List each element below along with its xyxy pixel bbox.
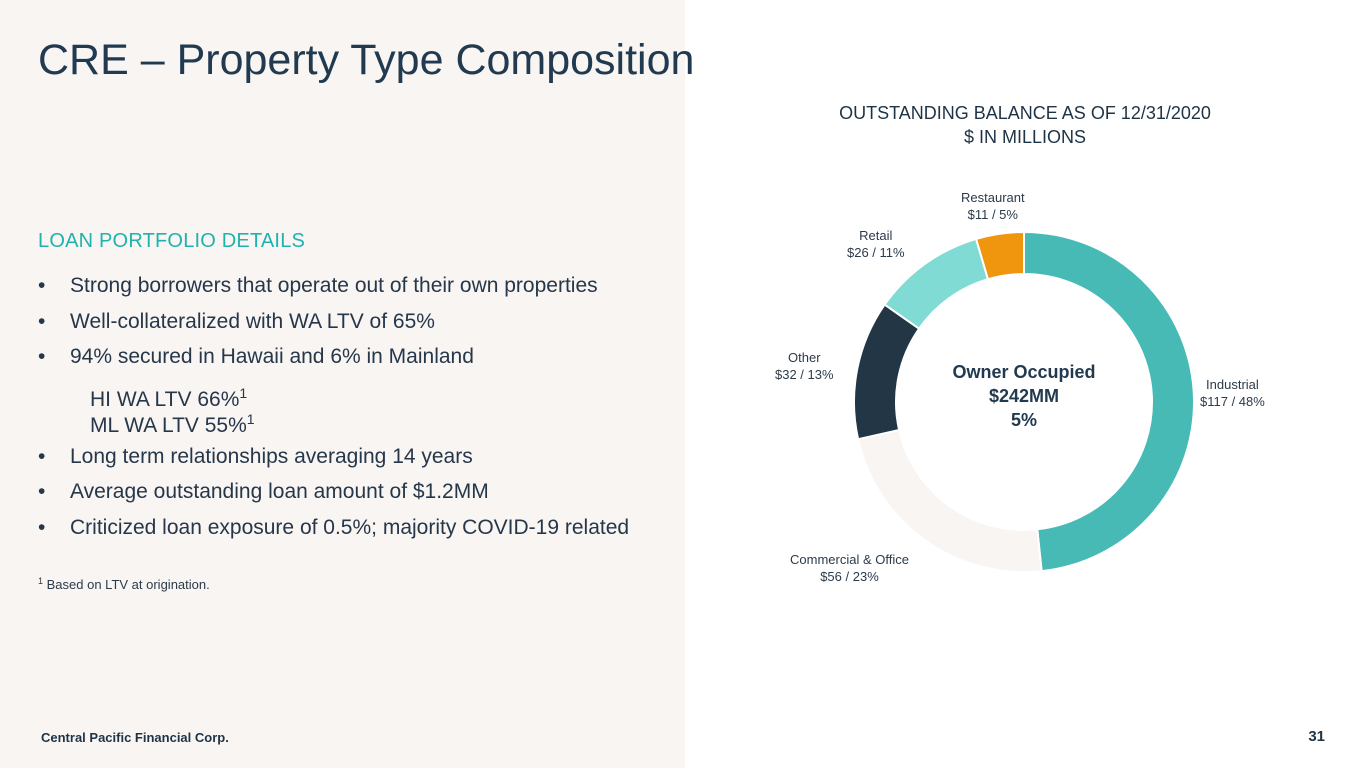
- slice-name: Commercial & Office: [790, 552, 909, 567]
- left-panel: [0, 0, 685, 768]
- company-name: Central Pacific Financial Corp.: [41, 730, 229, 745]
- list-item: • Strong borrowers that operate out of th…: [38, 272, 629, 308]
- slice-value: $117 / 48%: [1200, 394, 1265, 409]
- donut-slice-other: [853, 303, 921, 441]
- sub-item-ml: ML WA LTV 55%1: [90, 410, 255, 437]
- slice-label-other: Other $32 / 13%: [775, 349, 834, 383]
- slice-value: $56 / 23%: [820, 569, 879, 584]
- page-number: 31: [1308, 728, 1325, 745]
- chart-title: OUTSTANDING BALANCE AS OF 12/31/2020 $ I…: [780, 101, 1270, 149]
- donut-center-label: Owner Occupied $242MM 5%: [934, 360, 1114, 432]
- slice-value: $26 / 11%: [847, 245, 905, 260]
- center-label-line-1: Owner Occupied: [952, 362, 1096, 382]
- sub-item-hi: HI WA LTV 66%1: [90, 384, 248, 411]
- slice-label-retail: Retail $26 / 11%: [847, 227, 905, 261]
- slice-name: Industrial: [1206, 377, 1259, 392]
- slice-label-restaurant: Restaurant $11 / 5%: [961, 189, 1025, 223]
- list-item: • Average outstanding loan amount of $1.2…: [38, 478, 629, 514]
- footnote: 1 Based on LTV at origination.: [38, 576, 210, 592]
- slice-name: Retail: [859, 228, 893, 243]
- slice-value: $32 / 13%: [775, 367, 834, 382]
- slice-value: $11 / 5%: [967, 207, 1018, 222]
- center-label-line-3: 5%: [1010, 410, 1037, 430]
- loan-portfolio-heading: LOAN PORTFOLIO DETAILS: [38, 230, 306, 252]
- slice-name: Other: [788, 350, 821, 365]
- list-item: • Well-collateralized with WA LTV of 65%: [38, 308, 629, 344]
- bullet-icon: •: [38, 345, 46, 368]
- list-item: • Criticized loan exposure of 0.5%; major…: [38, 514, 629, 550]
- list-item: • Long term relationships averaging 14 ye…: [38, 443, 629, 479]
- details-list: • Strong borrowers that operate out of th…: [38, 272, 629, 549]
- chart-title-line-1: OUTSTANDING BALANCE AS OF 12/31/2020: [839, 103, 1211, 123]
- bullet-icon: •: [38, 309, 46, 333]
- donut-slice-restaurant: [974, 230, 1025, 281]
- donut-slice-industrial: [1023, 230, 1195, 573]
- slice-name: Restaurant: [961, 190, 1025, 205]
- footnote-marker: 1: [239, 384, 248, 401]
- bullet-icon: •: [38, 480, 46, 503]
- bullet-icon: •: [38, 444, 46, 468]
- slice-label-commercial-office: Commercial & Office $56 / 23%: [790, 551, 909, 585]
- footnote-marker: 1: [246, 410, 255, 427]
- center-label-line-2: $242MM: [988, 386, 1060, 406]
- bullet-icon: •: [38, 515, 46, 539]
- chart-title-line-2: $ IN MILLIONS: [963, 127, 1087, 147]
- page-title: CRE – Property Type Composition: [38, 36, 695, 84]
- list-item: • 94% secured in Hawaii and 6% in Mainlan…: [38, 343, 629, 379]
- slice-label-industrial: Industrial $117 / 48%: [1200, 376, 1265, 410]
- footnote-marker: 1: [38, 576, 44, 586]
- bullet-icon: •: [38, 274, 46, 297]
